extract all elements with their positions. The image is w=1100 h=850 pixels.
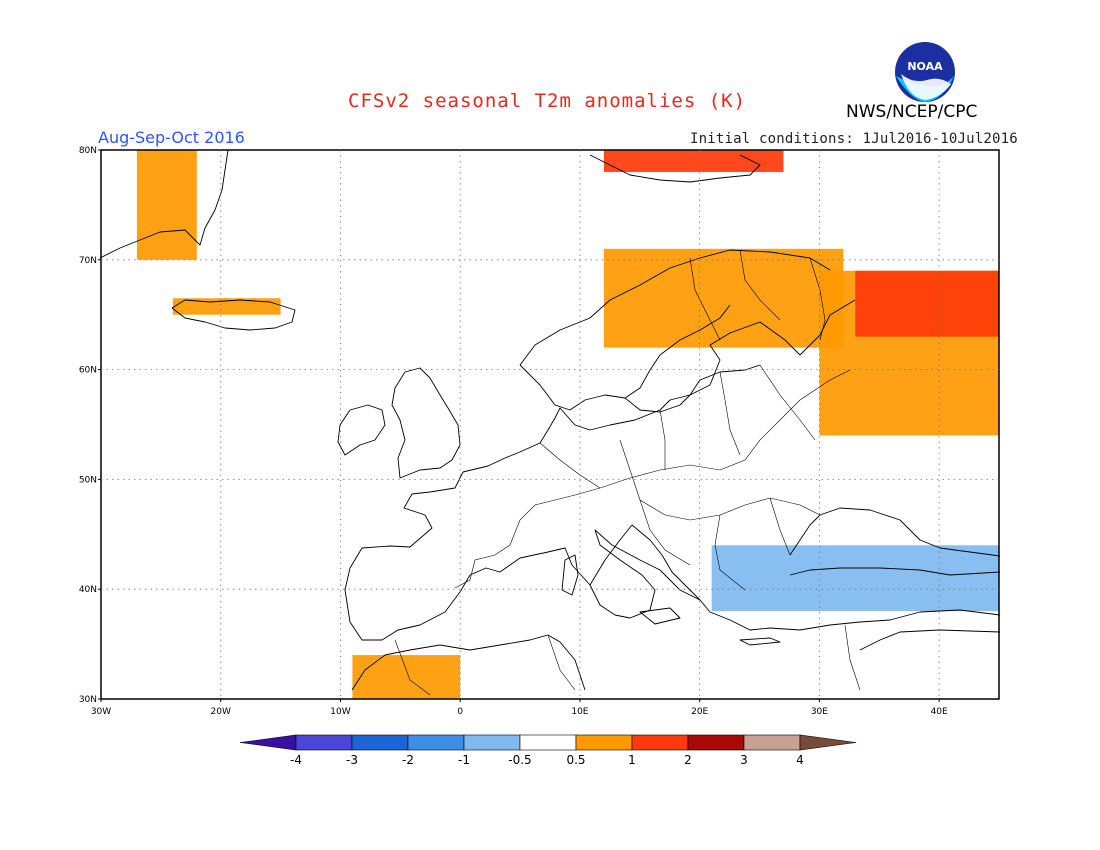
lon-label: 10E xyxy=(571,707,588,717)
season-label: Aug-Sep-Oct 2016 xyxy=(98,128,245,147)
anomaly-region-north-africa xyxy=(352,655,461,699)
lon-label: 0 xyxy=(457,707,463,717)
lon-label: 20W xyxy=(211,707,231,717)
longitude-labels: 30W 20W 10W 0 10E 20E 30E 40E xyxy=(91,699,948,717)
lon-label: 30E xyxy=(811,707,828,717)
graticule xyxy=(101,150,999,699)
lat-label: 50N xyxy=(79,475,97,485)
latitude-labels: 80N 70N 60N 50N 40N 30N xyxy=(79,146,101,705)
anomaly-region-svalbard xyxy=(603,150,784,172)
anomaly-region-iceland xyxy=(172,298,281,315)
noaa-logo-text: NOAA xyxy=(907,60,943,73)
lat-label: 70N xyxy=(79,256,97,266)
anomaly-shading xyxy=(136,150,999,699)
agency-label: NWS/NCEP/CPC xyxy=(846,102,978,122)
lon-label: 30W xyxy=(91,707,111,717)
lon-label: 40E xyxy=(931,707,948,717)
lon-label: 20E xyxy=(691,707,708,717)
coastlines xyxy=(99,149,1001,691)
anomaly-region-kola-white-sea xyxy=(855,270,999,337)
initial-conditions-label: Initial conditions: 1Jul2016-10Jul2016 xyxy=(690,131,1018,147)
lon-label: 10W xyxy=(330,707,350,717)
anomaly-region-balkans-turkey xyxy=(711,545,999,612)
map-frame xyxy=(100,149,1000,700)
lat-label: 40N xyxy=(79,585,97,595)
lat-label: 60N xyxy=(79,366,97,376)
lat-label: 30N xyxy=(79,695,97,705)
map-title: CFSv2 seasonal T2m anomalies (K) xyxy=(348,90,747,112)
anomaly-region-greenland-east xyxy=(136,150,197,260)
lat-label: 80N xyxy=(79,146,97,156)
country-borders xyxy=(394,249,861,696)
anomaly-region-scandinavia-north xyxy=(603,248,844,348)
noaa-logo: NOAA xyxy=(895,42,955,102)
